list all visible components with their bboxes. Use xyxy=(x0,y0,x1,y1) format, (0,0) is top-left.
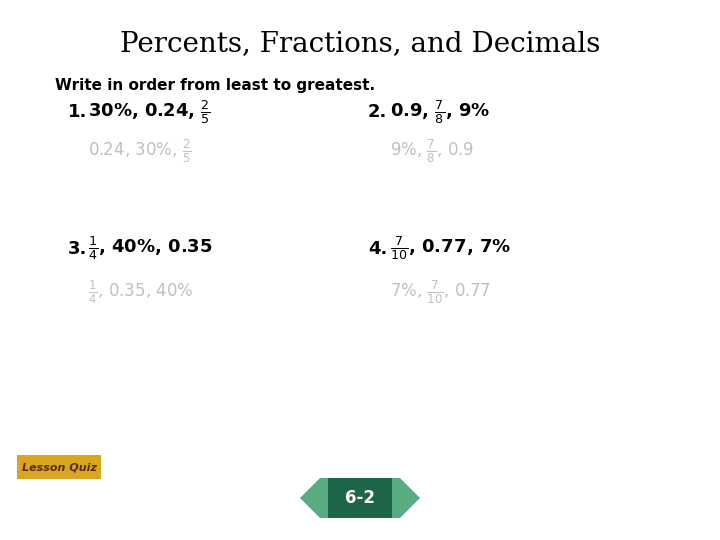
Text: 2.: 2. xyxy=(368,103,387,121)
Text: 30%, 0.24, $\frac{2}{5}$: 30%, 0.24, $\frac{2}{5}$ xyxy=(88,98,211,126)
FancyBboxPatch shape xyxy=(17,455,101,479)
Text: Write in order from least to greatest.: Write in order from least to greatest. xyxy=(55,78,375,93)
Polygon shape xyxy=(300,478,328,518)
Text: 3.: 3. xyxy=(68,240,87,258)
Text: $\frac{7}{10}$, 0.77, 7%: $\frac{7}{10}$, 0.77, 7% xyxy=(390,234,511,262)
FancyBboxPatch shape xyxy=(328,478,392,518)
Text: 6-2: 6-2 xyxy=(345,489,375,507)
Polygon shape xyxy=(392,478,420,518)
Text: $\frac{1}{4}$, 40%, 0.35: $\frac{1}{4}$, 40%, 0.35 xyxy=(88,234,212,262)
Text: $\frac{1}{4}$, 0.35, 40%: $\frac{1}{4}$, 0.35, 40% xyxy=(88,279,194,306)
Text: 0.9, $\frac{7}{8}$, 9%: 0.9, $\frac{7}{8}$, 9% xyxy=(390,98,490,126)
Text: 0.24, 30%, $\frac{2}{5}$: 0.24, 30%, $\frac{2}{5}$ xyxy=(88,138,192,165)
Text: 4.: 4. xyxy=(368,240,387,258)
Text: Percents, Fractions, and Decimals: Percents, Fractions, and Decimals xyxy=(120,30,600,57)
Text: 7%, $\frac{7}{10}$, 0.77: 7%, $\frac{7}{10}$, 0.77 xyxy=(390,279,490,306)
Text: 9%, $\frac{7}{8}$, 0.9: 9%, $\frac{7}{8}$, 0.9 xyxy=(390,138,474,165)
Text: 1.: 1. xyxy=(68,103,87,121)
Text: Lesson Quiz: Lesson Quiz xyxy=(22,462,96,472)
